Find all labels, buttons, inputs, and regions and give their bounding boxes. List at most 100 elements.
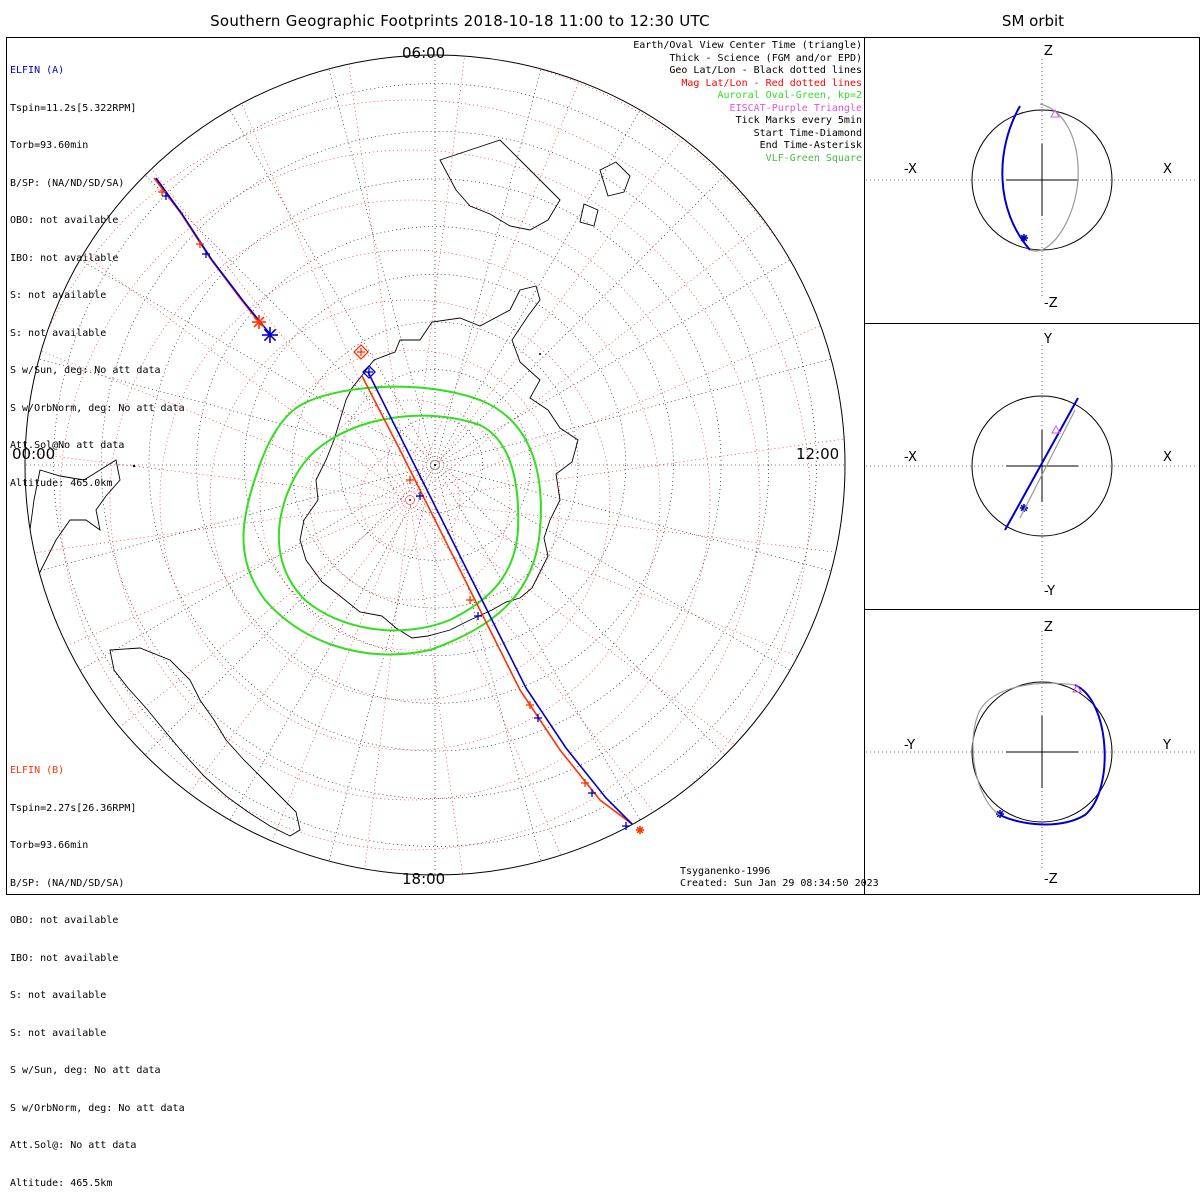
mag-longitude-line: [409, 416, 845, 501]
mag-longitude-line: [409, 265, 845, 501]
mag-longitude-line: [409, 499, 845, 726]
elfin-a-line: IBO: not available: [10, 252, 119, 264]
mag-longitude-line: [184, 499, 411, 875]
geo-longitude-line: [434, 68, 542, 466]
mag-longitude-line: [175, 55, 411, 501]
island-dot: [132, 464, 136, 468]
sm3-top-label: Z: [1044, 620, 1053, 635]
legend-item: Start Time-Diamond: [753, 127, 862, 139]
hour-label-left: 00:00: [12, 445, 56, 463]
geo-latitude-circle: [100, 130, 770, 800]
elfin-a-info: ELFIN (A) Tspin=11.2s[5.322RPM] Torb=93.…: [10, 40, 185, 503]
elfin-b-track-main: [361, 375, 641, 831]
mag-longitude-line: [25, 274, 411, 501]
geo-longitude-line: [38, 464, 436, 572]
elfin-b-line: IBO: not available: [10, 952, 119, 964]
elfin-b-end-asterisk: [253, 316, 265, 328]
sm3-bottom-label: -Z: [1044, 872, 1058, 887]
auroral-oval: [242, 385, 542, 656]
geo-latitude-circle: [196, 226, 674, 704]
geo-latitude-circle: [53, 83, 817, 847]
elfin-a-line: Tspin=11.2s[5.322RPM]: [10, 102, 137, 114]
geo-longitude-line: [434, 259, 791, 466]
sm2-bottom-label: -Y: [1044, 584, 1056, 599]
elfin-b-line: OBO: not available: [10, 915, 119, 926]
elfin-a-line: Att.Sol@No att data: [10, 440, 125, 451]
mag-latitude-circle: [209, 299, 611, 701]
geo-latitude-circle: [387, 417, 483, 513]
sm2-right-label: X: [1163, 450, 1172, 465]
geo-latitude-circle: [291, 321, 579, 609]
geo-longitude-line: [434, 358, 832, 466]
elfin-a-line: S: not available: [10, 327, 107, 339]
geo-longitude-line: [328, 68, 436, 466]
elfin-a-line: S w/Sun, deg: No att data: [10, 365, 161, 376]
elfin-a-end-asterisk: [263, 328, 277, 342]
elfin-a-name: ELFIN (A): [10, 65, 65, 76]
map-boundary-circle: [24, 54, 846, 876]
auroral-oval-outer: [242, 385, 542, 656]
legend-item: Tick Marks every 5min: [735, 115, 862, 126]
mag-longitude-line: [25, 499, 411, 735]
geo-longitude-line: [434, 464, 791, 671]
mag-longitude-line: [40, 55, 411, 501]
mag-longitude-line: [409, 55, 636, 501]
elfin-a-line: Torb=93.60min: [10, 140, 89, 151]
elfin-a-start-diamond: [362, 365, 376, 379]
mag-latitude-circle: [159, 249, 661, 751]
sm-panel-2-earth-circle: [971, 395, 1113, 537]
footprint-map-svg: [24, 54, 1198, 876]
sm2-elfin-a-orbit: [1004, 397, 1079, 531]
sm2-eiscat-triangle: [1051, 424, 1061, 434]
island-dot: [539, 353, 541, 355]
geo-longitude-line: [328, 464, 436, 862]
mag-longitude-line: [336, 499, 411, 875]
australia-coast: [439, 139, 561, 231]
geo-longitude-line: [434, 464, 832, 572]
mag-latitude-circle: [359, 449, 461, 551]
sm1-bottom-label: -Z: [1044, 296, 1058, 311]
elfin-b-line: S w/OrbNorm, deg: No att data: [10, 1102, 185, 1114]
elfin-b-line: S w/Sun, deg: No att data: [10, 1065, 161, 1076]
elfin-b-line: Att.Sol@: No att data: [10, 1140, 137, 1151]
antarctica-landmass: [299, 285, 579, 639]
sm3-elfin-b-orbit: [972, 682, 1076, 816]
sm2-top-label: Y: [1044, 332, 1052, 347]
elfin-a-line: S: not available: [10, 290, 107, 301]
geo-latitude-circle: [148, 178, 722, 752]
legend-item: Geo Lat/Lon - Black dotted lines: [669, 65, 862, 76]
south-america-coast: [109, 647, 301, 837]
geo-longitude-line: [434, 109, 641, 466]
geo-longitude-line: [79, 464, 436, 671]
elfin-b-info: ELFIN (B) Tspin=2.27s[26.36RPM] Torb=93.…: [10, 740, 185, 1203]
sm1-eiscat-triangle: [1050, 108, 1060, 118]
geo-longitude-line: [434, 464, 542, 862]
plot-title: Southern Geographic Footprints 2018-10-1…: [210, 12, 710, 30]
geo-longitude-line: [434, 464, 641, 821]
mag-longitude-line: [409, 499, 845, 574]
elfin-b-name: ELFIN (B): [10, 765, 65, 776]
geo-longitude-line: [38, 358, 436, 466]
elfin-a-track-main: [367, 371, 635, 827]
created-label: Created: Sun Jan 29 08:34:50 2023: [680, 878, 879, 889]
legend-item: Thick - Science (FGM and/or EPD): [669, 52, 862, 64]
model-label: Tsyganenko-1996: [680, 866, 771, 877]
legend-item: EISCAT-Purple Triangle: [729, 102, 862, 114]
mag-latitude-circle: [109, 199, 711, 801]
map-grid: [24, 54, 846, 876]
sm2-left-label: -X: [904, 450, 917, 465]
mag-longitude-line: [409, 499, 494, 875]
new-zealand-coast: [579, 161, 631, 227]
sm1-elfin-a-orbit: [1001, 105, 1031, 251]
mag-latitude-circle: [309, 399, 511, 601]
mag-longitude-line: [48, 499, 411, 875]
satellite-tracks: [153, 177, 641, 831]
geo-latitude-circle: [244, 274, 626, 656]
elfin-b-start-diamond: [353, 344, 369, 360]
elfin-b-line: S: not available: [10, 990, 107, 1001]
legend-item: Earth/Oval View Center Time (triangle): [633, 40, 862, 51]
elfin-a-line: Altitude: 465.0km: [10, 477, 113, 489]
sm-orbit-graphics: [866, 59, 1198, 871]
geo-longitude-line: [434, 464, 726, 756]
sm3-left-label: -Y: [904, 738, 916, 753]
